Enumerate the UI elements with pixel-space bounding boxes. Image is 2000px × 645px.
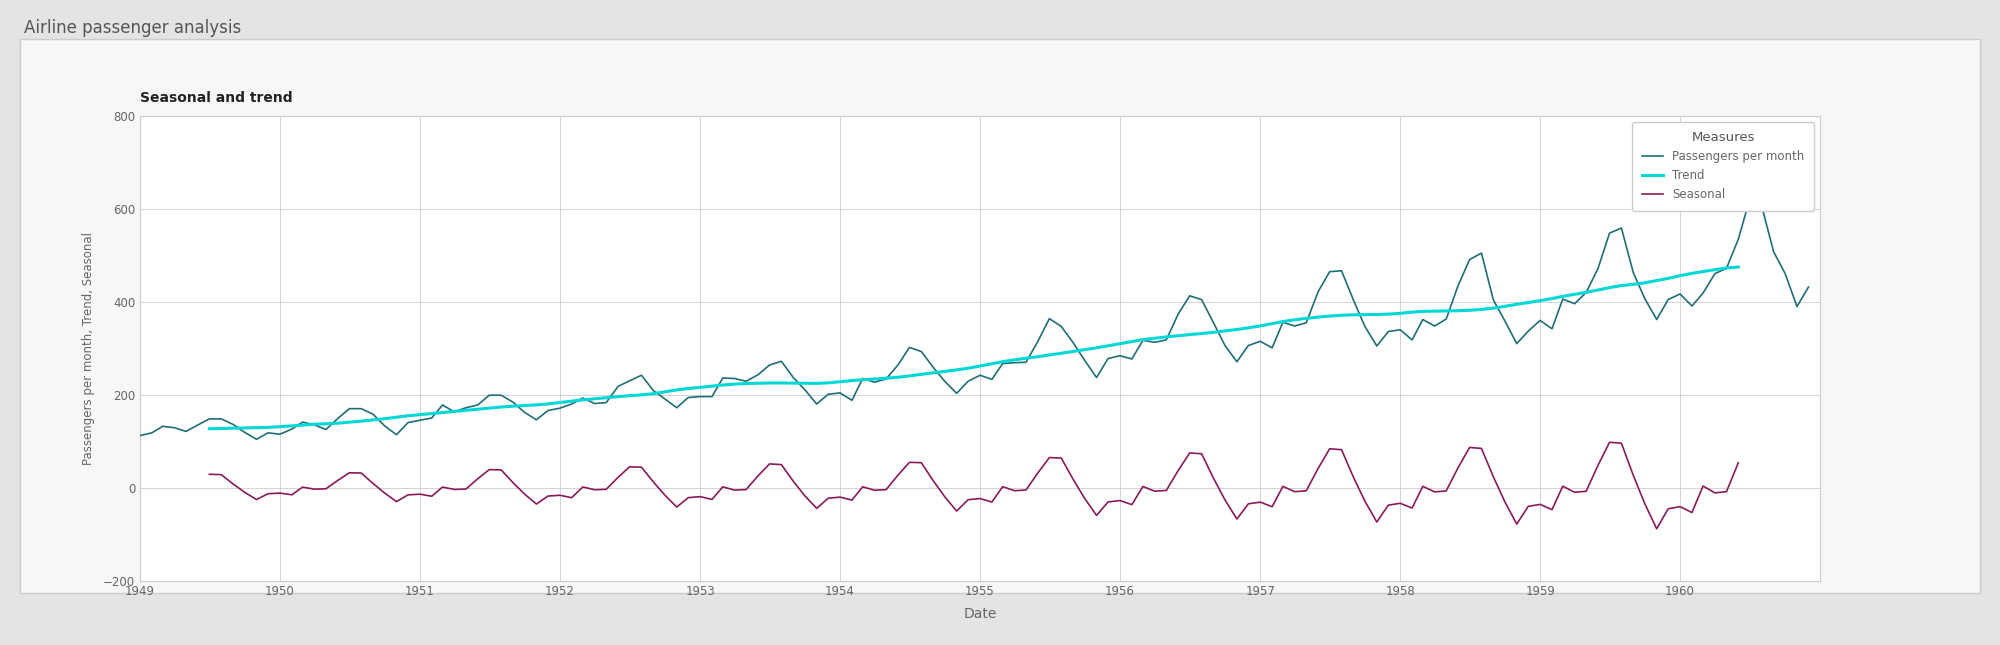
Line: Passengers per month: Passengers per month xyxy=(140,199,1808,439)
Legend: Passengers per month, Trend, Seasonal: Passengers per month, Trend, Seasonal xyxy=(1632,122,1814,211)
Line: Seasonal: Seasonal xyxy=(210,442,1738,529)
Text: Seasonal and trend: Seasonal and trend xyxy=(140,91,292,105)
Text: Airline passenger analysis: Airline passenger analysis xyxy=(24,19,242,37)
Y-axis label: Passengers per month, Trend, Seasonal: Passengers per month, Trend, Seasonal xyxy=(82,232,94,465)
Line: Trend: Trend xyxy=(210,267,1738,429)
X-axis label: Date: Date xyxy=(964,607,996,620)
